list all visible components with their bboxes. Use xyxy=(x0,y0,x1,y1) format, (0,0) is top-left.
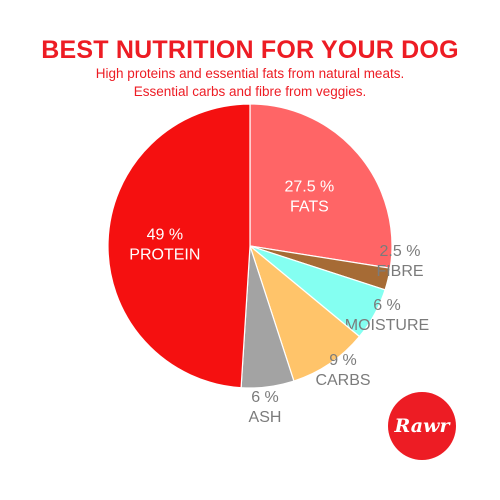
pie-slice-fats xyxy=(249,103,393,269)
slice-percent-label-moisture: 6 % xyxy=(373,297,401,314)
slice-name-label-fibre: FIBRE xyxy=(376,263,423,280)
rawr-logo: Rawr xyxy=(388,392,456,460)
slice-percent-label-protein: 49 % xyxy=(147,226,183,243)
slice-name-label-protein: PROTEIN xyxy=(129,246,200,263)
slice-name-label-ash: ASH xyxy=(249,409,282,426)
pie-slice-protein xyxy=(107,103,251,389)
slice-name-label-fats: FATS xyxy=(290,198,329,215)
slice-percent-label-carbs: 9 % xyxy=(329,352,357,369)
slice-name-label-moisture: MOISTURE xyxy=(345,317,429,334)
slice-name-label-carbs: CARBS xyxy=(315,372,370,389)
slice-percent-label-fats: 27.5 % xyxy=(284,178,334,195)
chart-subtitle-line-2: Essential carbs and fibre from veggies. xyxy=(133,84,367,99)
chart-title: BEST NUTRITION FOR YOUR DOG xyxy=(41,36,459,64)
slice-percent-label-ash: 6 % xyxy=(251,389,279,406)
pie-slice-carbs xyxy=(248,244,361,382)
slice-percent-label-fibre: 2.5 % xyxy=(380,243,421,260)
chart-subtitle-line-1: High proteins and essential fats from na… xyxy=(95,66,405,81)
